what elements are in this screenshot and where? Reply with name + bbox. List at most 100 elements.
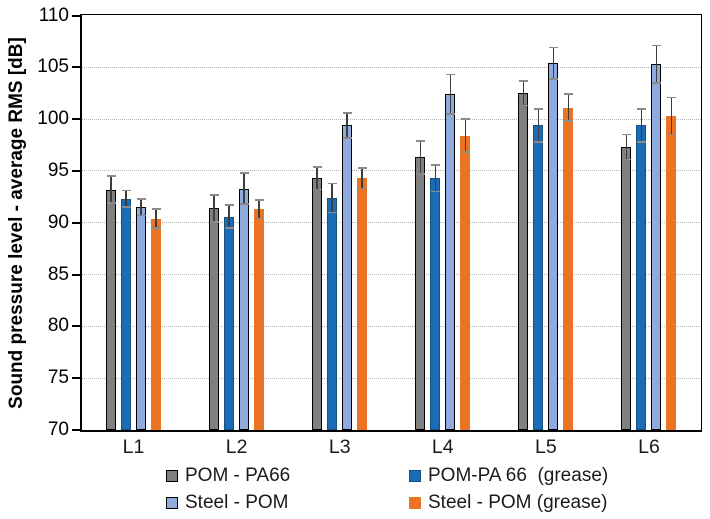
- y-tick-label-75: 75: [47, 367, 69, 389]
- gridline-75: [82, 377, 701, 379]
- error-bar-cap-top-L3-series0: [312, 165, 322, 168]
- bar-L3-series1: [327, 197, 338, 430]
- bar-L1-series1: [121, 198, 132, 430]
- error-bar-line-L1-series3: [155, 209, 157, 228]
- error-bar-cap-top-L3-series2: [342, 112, 352, 114]
- error-bar-cap-bottom-L6-series2: [651, 82, 661, 84]
- y-tick-label-95: 95: [47, 159, 69, 181]
- error-bar-cap-bottom-L3-series0: [312, 188, 322, 191]
- error-bar-cap-top-L2-series0: [209, 193, 219, 196]
- error-bar-cap-bottom-L5-series0: [518, 104, 528, 107]
- y-tick-110: [72, 14, 80, 17]
- error-bar-line-L5-series3: [567, 94, 570, 122]
- y-tick-label-105: 105: [37, 56, 69, 78]
- error-bar-cap-bottom-L4-series0: [415, 173, 425, 175]
- bar-L6-series3: [666, 116, 677, 430]
- error-bar-cap-top-L4-series1: [430, 163, 440, 166]
- error-bar-cap-top-L1-series1: [121, 189, 131, 192]
- bar-L2-series3: [254, 209, 265, 430]
- legend-item-pom-pa66: POM - PA66: [166, 465, 291, 486]
- bar-L6-series2: [651, 64, 662, 430]
- legend-swatch-pom-pa66-grease: [409, 470, 421, 482]
- error-bar-line-L5-series0: [522, 80, 525, 106]
- y-tick-label-70: 70: [47, 419, 69, 440]
- error-bar-cap-bottom-L6-series3: [666, 133, 676, 136]
- error-bar-line-L5-series1: [537, 108, 540, 142]
- error-bar-line-L4-series2: [449, 74, 452, 114]
- error-bar-cap-bottom-L6-series0: [621, 158, 631, 161]
- error-bar-line-L6-series1: [640, 108, 643, 142]
- bar-L5-series1: [533, 125, 544, 430]
- error-bar-cap-bottom-L1-series0: [106, 202, 116, 204]
- bar-L3-series3: [357, 178, 368, 430]
- error-bar-cap-top-L2-series1: [224, 204, 234, 206]
- y-tick-85: [72, 273, 80, 276]
- y-tick-label-110: 110: [38, 4, 69, 26]
- error-bar-line-L4-series3: [464, 119, 467, 153]
- error-bar-cap-bottom-L5-series3: [563, 120, 573, 122]
- x-tick-label-L5: L5: [535, 436, 557, 458]
- error-bar-cap-top-L1-series3: [151, 208, 161, 211]
- error-bar-cap-bottom-L3-series2: [342, 136, 352, 139]
- error-bar-cap-bottom-L5-series1: [533, 141, 543, 143]
- error-bar-line-L3-series0: [316, 166, 318, 190]
- error-bar-cap-top-L6-series0: [621, 133, 631, 136]
- error-bar-line-L1-series0: [110, 176, 112, 204]
- error-bar-line-L4-series0: [419, 140, 422, 175]
- error-bar-cap-top-L2-series2: [239, 172, 249, 174]
- gridline-95: [82, 170, 701, 172]
- gridline-105: [82, 66, 701, 68]
- error-bar-line-L2-series2: [243, 173, 245, 205]
- error-bar-line-L3-series3: [361, 167, 363, 189]
- legend-item-steel-pom-grease: Steel - POM (grease): [409, 492, 608, 513]
- error-bar-cap-top-L5-series1: [533, 107, 543, 110]
- bar-L3-series2: [342, 125, 353, 430]
- error-bar-cap-bottom-L1-series1: [121, 206, 131, 208]
- error-bar-cap-bottom-L2-series1: [224, 227, 234, 229]
- legend-item-pom-pa66-grease: POM-PA 66 (grease): [409, 465, 609, 486]
- y-tick-95: [72, 169, 80, 172]
- y-tick-label-80: 80: [47, 315, 69, 337]
- bar-L2-series0: [209, 208, 220, 430]
- bar-L1-series2: [136, 207, 147, 430]
- bar-L4-series2: [445, 94, 456, 430]
- error-bar-cap-bottom-L3-series3: [357, 187, 367, 190]
- error-bar-cap-bottom-L2-series2: [239, 203, 249, 205]
- y-tick-label-100: 100: [37, 108, 69, 130]
- gridline-90: [82, 222, 701, 224]
- x-tick-label-L6: L6: [638, 436, 660, 458]
- x-tick-label-L1: L1: [122, 436, 145, 458]
- bar-L2-series2: [239, 188, 250, 430]
- legend-label-pom-pa66: POM - PA66: [185, 465, 291, 486]
- legend-label-steel-pom-grease: Steel - POM (grease): [428, 492, 608, 513]
- x-tick-label-L2: L2: [225, 436, 248, 458]
- error-bar-line-L5-series2: [552, 47, 555, 79]
- error-bar-cap-bottom-L4-series1: [430, 190, 440, 193]
- error-bar-line-L6-series2: [655, 45, 658, 83]
- legend-label-pom-pa66-grease: POM-PA 66 (grease): [428, 465, 609, 486]
- error-bar-cap-top-L5-series3: [563, 93, 573, 96]
- error-bar-line-L2-series0: [213, 194, 215, 222]
- bar-L6-series0: [621, 147, 632, 430]
- error-bar-cap-top-L5-series2: [548, 46, 558, 49]
- bar-L4-series1: [430, 178, 441, 430]
- error-bar-cap-top-L3-series3: [357, 167, 367, 169]
- legend-swatch-steel-pom: [166, 497, 178, 509]
- error-bar-cap-top-L5-series0: [518, 79, 528, 82]
- error-bar-cap-bottom-L2-series0: [209, 220, 219, 223]
- bar-L6-series1: [636, 125, 647, 430]
- error-bar-cap-bottom-L1-series2: [136, 214, 146, 217]
- bar-L1-series3: [151, 218, 162, 430]
- x-tick-label-L4: L4: [431, 436, 454, 458]
- bar-L1-series0: [106, 189, 117, 430]
- error-bar-line-L1-series1: [125, 190, 127, 208]
- bar-L3-series0: [312, 178, 323, 430]
- error-bar-cap-top-L4-series0: [415, 140, 425, 142]
- y-tick-105: [72, 66, 80, 69]
- bar-L2-series1: [224, 216, 235, 430]
- y-tick-70: [72, 429, 80, 431]
- error-bar-cap-bottom-L5-series2: [548, 77, 558, 80]
- error-bar-line-L6-series3: [670, 97, 673, 135]
- y-tick-label-90: 90: [47, 211, 69, 233]
